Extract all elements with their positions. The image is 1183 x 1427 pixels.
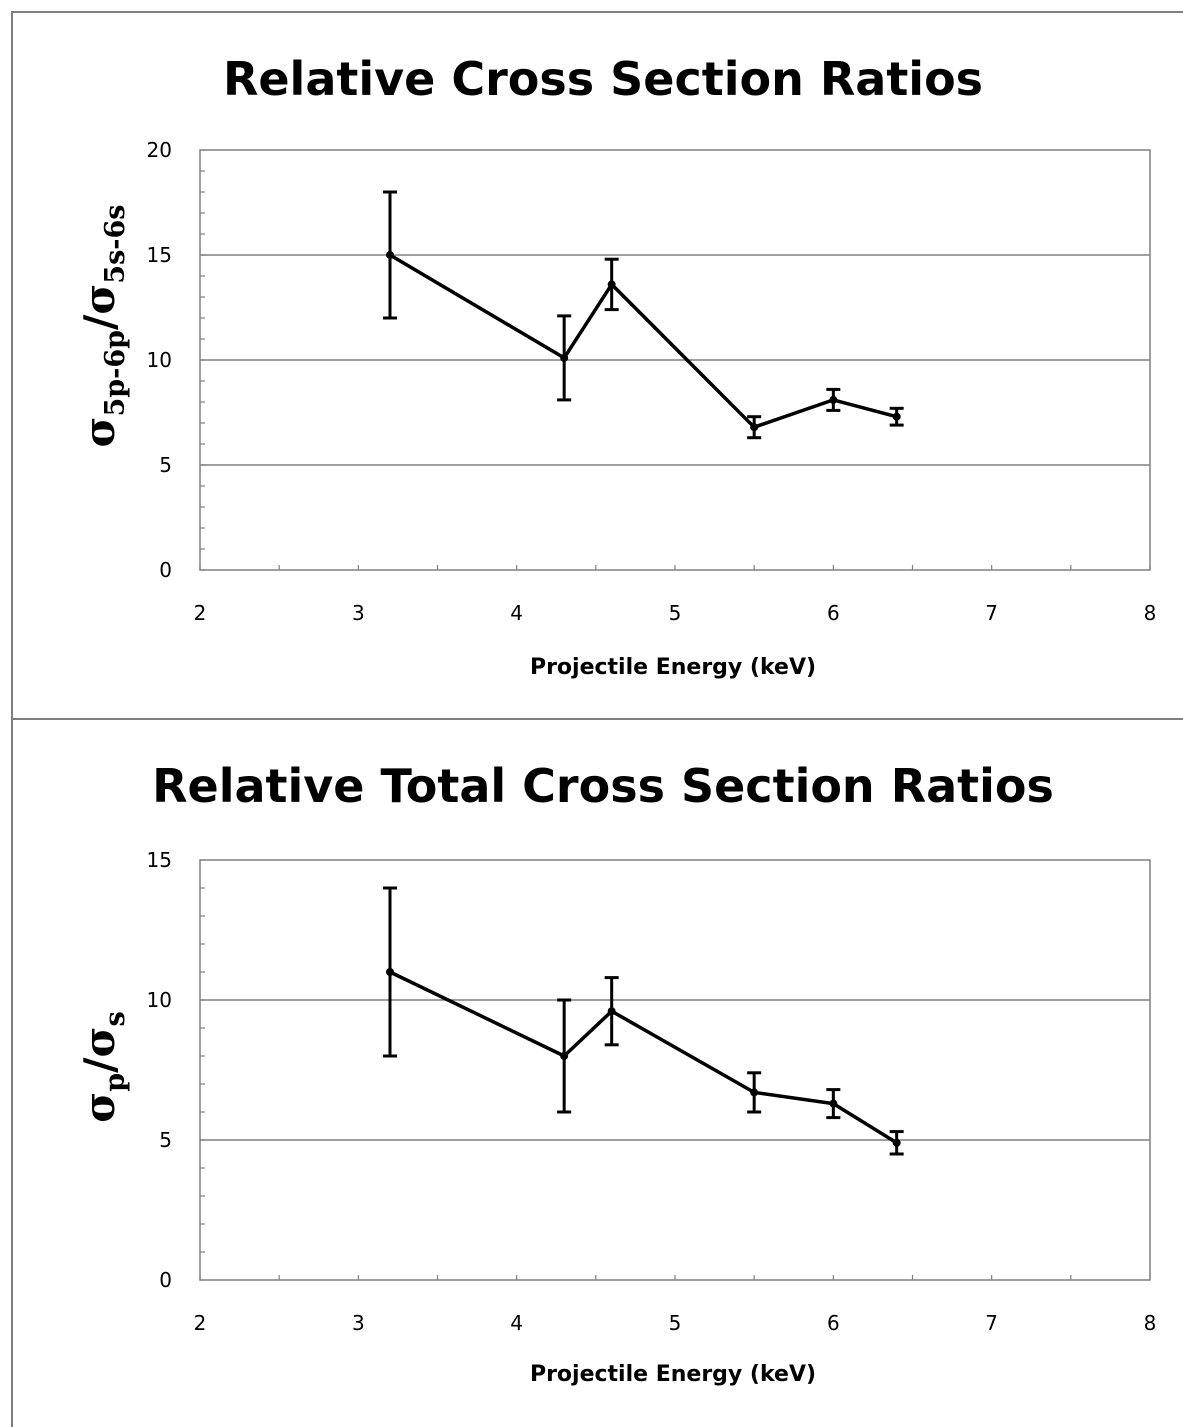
- chart-2-y-tick-label: 5: [159, 1128, 172, 1152]
- chart-2-x-axis-label: Projectile Energy (keV): [530, 1362, 816, 1387]
- chart-1-plot-area: 0 5 10 15 20 2 3 4 5 6 7 8: [147, 138, 1157, 625]
- chart-1-y-tick-label: 0: [159, 558, 172, 582]
- chart-1-ylabel-sub-1: 5p-6p: [100, 330, 131, 417]
- chart-1-x-tick-label: 8: [1144, 601, 1157, 625]
- chart-1-ylabel-sigma-2: σ: [75, 284, 124, 315]
- chart-2-ylabel-sub-1: p: [100, 1073, 131, 1092]
- chart-2-data-point: [892, 1138, 901, 1147]
- chart-1: Relative Cross Section Ratios 0 5 10 15 20 2 3…: [75, 52, 1156, 680]
- chart-1-y-axis-label: σ5p-6p/σ5s-6s: [75, 204, 131, 447]
- chart-2-y-axis-label: σp/σs: [75, 1011, 131, 1122]
- chart-2-x-tick-label: 2: [194, 1311, 207, 1335]
- chart-2-plot-area: 0 5 10 15 2 3 4 5 6 7 8: [147, 848, 1157, 1335]
- chart-2-x-tick-label: 8: [1144, 1311, 1157, 1335]
- chart-2-data-point: [750, 1088, 759, 1097]
- chart-2-data-point: [386, 968, 394, 976]
- chart-1-title: Relative Cross Section Ratios: [223, 52, 983, 106]
- chart-1-x-tick-label: 3: [352, 601, 365, 625]
- chart-2-data-point: [560, 1052, 569, 1060]
- chart-1-data-point: [892, 412, 901, 421]
- chart-1-x-tick-label: 5: [669, 601, 682, 625]
- figure-frame: [11, 11, 1183, 1427]
- chart-1-data-point: [560, 353, 569, 362]
- chart-1-data-point: [607, 280, 616, 289]
- chart-1-x-axis-label: Projectile Energy (keV): [530, 655, 816, 680]
- chart-1-x-tick-label: 7: [985, 601, 998, 625]
- chart-1-ylabel-sigma-1: σ: [75, 417, 124, 448]
- chart-2-x-tick-label: 4: [510, 1311, 523, 1335]
- chart-2-plot-frame: [199, 859, 1151, 1281]
- chart-2-x-tick-label: 6: [827, 1311, 840, 1335]
- chart-1-ylabel-separator: /: [75, 314, 124, 330]
- chart-1-data-point: [829, 395, 838, 404]
- chart-1-y-tick-label: 20: [147, 138, 172, 162]
- chart-2-y-tick-label: 15: [147, 848, 172, 872]
- chart-2-data-point: [829, 1099, 838, 1108]
- chart-2-y-tick-label: 10: [147, 988, 172, 1012]
- chart-2-data-point: [607, 1007, 616, 1016]
- chart-1-y-tick-label: 10: [147, 348, 172, 372]
- chart-2-y-tick-label: 0: [159, 1268, 172, 1292]
- chart-1-x-tick-label: 2: [194, 601, 207, 625]
- chart-2: Relative Total Cross Section Ratios 0 5 10…: [75, 759, 1156, 1387]
- chart-2-ylabel-sigma-2: σ: [75, 1027, 124, 1058]
- chart-1-data-point: [386, 251, 394, 259]
- chart-1-x-tick-label: 6: [827, 601, 840, 625]
- chart-2-x-tick-label: 3: [352, 1311, 365, 1335]
- chart-1-x-tick-label: 4: [510, 601, 523, 625]
- chart-2-series-line: [389, 970, 898, 1145]
- chart-2-x-tick-label: 7: [985, 1311, 998, 1335]
- chart-1-y-tick-label: 5: [159, 453, 172, 477]
- chart-1-data-point: [750, 423, 759, 432]
- chart-1-y-tick-label: 15: [147, 243, 172, 267]
- chart-2-ylabel-sub-2: s: [100, 1011, 131, 1026]
- chart-2-ylabel-separator: /: [75, 1057, 124, 1073]
- chart-2-title: Relative Total Cross Section Ratios: [152, 759, 1054, 813]
- chart-1-ylabel-sub-2: 5s-6s: [100, 204, 131, 283]
- chart-2-ylabel-sigma-1: σ: [75, 1092, 124, 1123]
- chart-1-series-line: [389, 253, 898, 429]
- chart-2-x-tick-label: 5: [669, 1311, 682, 1335]
